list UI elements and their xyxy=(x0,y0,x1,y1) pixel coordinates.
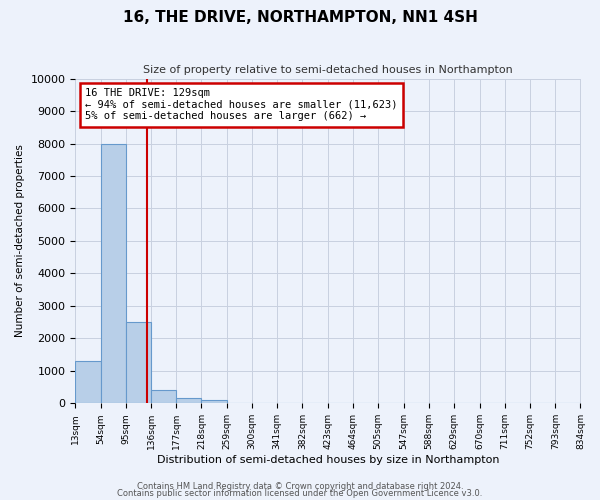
Text: 16, THE DRIVE, NORTHAMPTON, NN1 4SH: 16, THE DRIVE, NORTHAMPTON, NN1 4SH xyxy=(122,10,478,25)
Bar xyxy=(176,398,202,404)
Text: Contains HM Land Registry data © Crown copyright and database right 2024.: Contains HM Land Registry data © Crown c… xyxy=(137,482,463,491)
Bar xyxy=(202,400,227,404)
Bar xyxy=(126,322,151,404)
Bar xyxy=(101,144,126,404)
X-axis label: Distribution of semi-detached houses by size in Northampton: Distribution of semi-detached houses by … xyxy=(157,455,499,465)
Text: Contains public sector information licensed under the Open Government Licence v3: Contains public sector information licen… xyxy=(118,489,482,498)
Title: Size of property relative to semi-detached houses in Northampton: Size of property relative to semi-detach… xyxy=(143,65,513,75)
Bar xyxy=(75,361,101,404)
Y-axis label: Number of semi-detached properties: Number of semi-detached properties xyxy=(15,144,25,338)
Text: 16 THE DRIVE: 129sqm
← 94% of semi-detached houses are smaller (11,623)
5% of se: 16 THE DRIVE: 129sqm ← 94% of semi-detac… xyxy=(85,88,398,122)
Bar xyxy=(151,390,176,404)
